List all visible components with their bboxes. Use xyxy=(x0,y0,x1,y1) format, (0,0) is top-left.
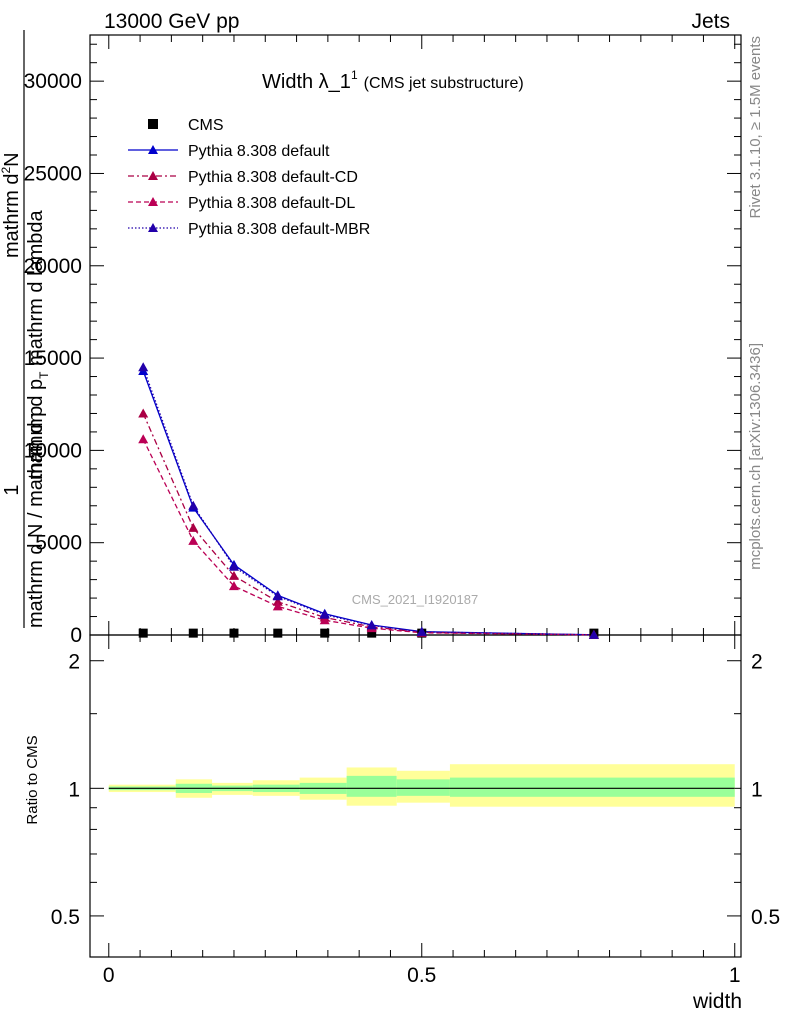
side-label-mcplots: mcplots.cern.ch [arXiv:1306.3436] xyxy=(747,343,764,570)
x-tick-label: 0 xyxy=(103,964,115,987)
cms-data-point xyxy=(367,628,377,638)
cms-data-point xyxy=(138,628,148,638)
series-line xyxy=(142,439,594,636)
y-label-dn-sup: 2 xyxy=(0,167,13,174)
series-point xyxy=(366,620,377,630)
legend-marker-cms xyxy=(148,119,158,129)
series-point xyxy=(188,535,199,545)
y-tick-label: 10000 xyxy=(24,439,82,462)
legend-label: CMS xyxy=(188,117,224,134)
y-label-frac-top: 1 xyxy=(1,484,23,495)
analysis-label: CMS_2021_I1920187 xyxy=(352,592,479,607)
ratio-x-ticks: 0 0.5 1 xyxy=(103,635,741,987)
ratio-y-tick-label-right: 0.5 xyxy=(751,906,780,929)
series-point xyxy=(228,581,239,591)
series-point xyxy=(272,591,283,601)
series-point xyxy=(319,615,330,625)
header-right: Jets xyxy=(691,10,730,33)
series-point xyxy=(188,522,199,532)
ratio-y-tick-label-right: 1 xyxy=(751,778,763,801)
y-label-dn: mathrm d2N xyxy=(0,152,23,258)
y-label-dpt-prefix: mathrm d p xyxy=(25,379,47,480)
header-left: 13000 GeV pp xyxy=(104,10,239,33)
y-label-dn-d: mathrm d xyxy=(1,174,23,258)
y-label-frac-bottom: mathrm d N / mathrm d p xyxy=(25,406,47,628)
cms-data-point xyxy=(229,628,239,638)
y-label-dpt-suffix: mathrm d lambda xyxy=(25,209,47,371)
x-tick-label: 0.5 xyxy=(407,964,436,987)
series-lines xyxy=(142,367,594,636)
legend-label: Pythia 8.308 default-DL xyxy=(188,195,355,212)
series-point xyxy=(416,626,427,636)
x-tick-label: 1 xyxy=(729,964,741,987)
x-axis-label: width xyxy=(692,990,742,1013)
series-point xyxy=(138,434,149,444)
cms-data-point xyxy=(320,628,330,638)
ratio-y-ticks: 0.5 0.5 1 1 2 2 xyxy=(51,651,780,929)
legend-marker xyxy=(148,171,158,180)
series-point xyxy=(272,596,283,606)
ratio-band-inner xyxy=(396,779,450,796)
ratio-bands xyxy=(108,764,735,807)
y-tick-label: 20000 xyxy=(24,255,82,278)
series-point xyxy=(138,408,149,418)
chart-title: Width λ_11 (CMS jet substructure) xyxy=(262,68,524,93)
y-label-dn-n: N xyxy=(1,152,23,166)
ratio-frame xyxy=(89,634,742,958)
ratio-y-label: Ratio to CMS xyxy=(24,735,41,824)
y-tick-label: 0 xyxy=(70,624,82,647)
series-point xyxy=(228,570,239,580)
y-tick-label: 15000 xyxy=(24,347,82,370)
legend-label: Pythia 8.308 default xyxy=(188,143,330,160)
series-point xyxy=(138,362,149,372)
chart-title-superscript: 1 xyxy=(351,68,358,82)
series-point xyxy=(228,561,239,571)
cms-data-point xyxy=(188,628,198,638)
legend-label: Pythia 8.308 default-MBR xyxy=(188,221,370,238)
legend-label: Pythia 8.308 default-CD xyxy=(188,169,358,186)
ratio-y-tick-label: 0.5 xyxy=(51,906,80,929)
legend-marker xyxy=(148,223,158,232)
main-y-ticks: 0 5000 10000 15000 20000 25000 30000 xyxy=(24,43,741,647)
side-label-rivet: Rivet 3.1.10, ≥ 1.5M events xyxy=(747,36,764,219)
ratio-band-inner xyxy=(346,775,397,797)
y-tick-label: 5000 xyxy=(35,532,82,555)
series-markers xyxy=(138,362,599,639)
legend-marker xyxy=(148,145,158,154)
chart-subtitle: (CMS jet substructure) xyxy=(364,75,524,92)
ratio-band-inner xyxy=(449,777,735,797)
cms-data-point xyxy=(273,628,283,638)
series-point xyxy=(188,500,199,510)
legend: CMS Pythia 8.308 default Pythia 8.308 defa… xyxy=(128,117,370,238)
series-point xyxy=(272,601,283,611)
chart-title-text: Width λ_1 xyxy=(262,71,351,93)
series-point xyxy=(319,609,330,619)
y-tick-label: 30000 xyxy=(24,70,82,93)
y-label-dpt: mathrm d pT mathrm d lambda xyxy=(25,209,51,480)
y-tick-label: 25000 xyxy=(24,162,82,185)
legend-marker xyxy=(148,197,158,206)
ratio-y-tick-label-right: 2 xyxy=(751,651,763,674)
ratio-y-tick-label: 1 xyxy=(68,778,80,801)
main-y-label: 1 mathrm d N / mathrm d p mathrm d2N mat… xyxy=(0,30,51,628)
y-label-dpt-sub: T xyxy=(37,371,51,379)
series-line xyxy=(142,367,594,636)
ratio-y-tick-label: 2 xyxy=(68,651,80,674)
series-point xyxy=(588,629,599,639)
